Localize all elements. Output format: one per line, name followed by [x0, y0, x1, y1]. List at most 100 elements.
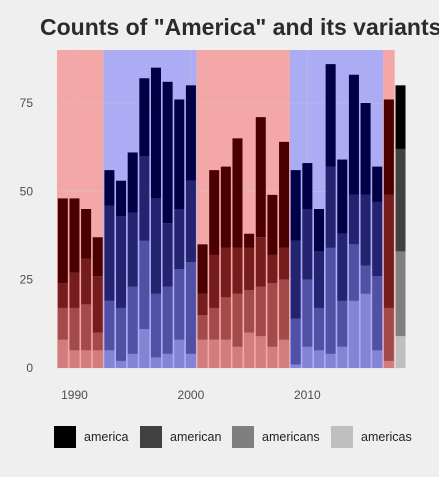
bar-segment-america: [69, 198, 80, 273]
bar-segment-americans: [127, 286, 138, 354]
bar-segment-american: [255, 237, 266, 287]
legend-item-americas: americas: [331, 426, 412, 448]
bar-segment-american: [325, 166, 336, 248]
bar-segment-americans: [348, 244, 359, 301]
bar-segment-americas: [313, 350, 325, 368]
bar-segment-americas: [127, 353, 138, 368]
bar-segment-americas: [69, 350, 80, 368]
bar-segment-american: [185, 180, 196, 262]
bar-segment-americans: [57, 307, 68, 340]
y-tick-label: 25: [20, 273, 34, 287]
bar-segment-america: [92, 237, 103, 277]
legend-swatch-america: [54, 426, 76, 448]
legend: america american americans americas: [0, 420, 439, 456]
bar-segment-american: [302, 209, 313, 280]
bar-segment-america: [174, 99, 185, 209]
y-tick-label: 50: [20, 184, 34, 198]
bar-segment-american: [372, 201, 383, 277]
bar-segment-americas: [197, 339, 208, 368]
bar-segment-americas: [220, 339, 231, 368]
bar-segment-american: [313, 251, 325, 308]
bar-segment-american: [69, 272, 80, 308]
bar-segment-americans: [372, 276, 383, 351]
bar-segment-americans: [81, 304, 92, 351]
bar-segment-america: [290, 170, 301, 241]
bar-segment-american: [383, 194, 394, 308]
bar-segment-america: [104, 170, 115, 206]
bar-segment-americas: [279, 339, 290, 368]
bar-segment-american: [92, 276, 103, 333]
bar-segment-american: [290, 240, 301, 319]
bar-segment-american: [220, 247, 231, 298]
bar-segment-america: [348, 74, 359, 195]
bar-segment-america: [150, 67, 161, 199]
bar-segment-american: [150, 198, 161, 294]
bar-segment-america: [220, 166, 231, 248]
bar-segment-americas: [360, 293, 371, 368]
bar-segment-american: [244, 247, 255, 291]
bar-segment-americans: [383, 307, 394, 361]
bar-segment-americas: [209, 339, 220, 368]
bar-segment-americas: [348, 300, 359, 368]
bar-segment-americas: [150, 357, 161, 368]
bar-segment-america: [116, 180, 127, 217]
bar-segment-americans: [395, 251, 406, 337]
bar-segment-americas: [92, 350, 103, 368]
bar-segment-americans: [197, 315, 208, 340]
bar-segment-americas: [162, 353, 173, 368]
bar-segment-american: [81, 258, 92, 305]
bar-segment-americas: [255, 336, 266, 368]
bar-segment-americas: [383, 360, 394, 368]
bar-segment-american: [162, 223, 173, 287]
bar-segment-america: [325, 64, 336, 167]
bar-segment-americas: [325, 353, 336, 368]
bar-segment-americas: [244, 332, 255, 368]
bar-segment-american: [104, 205, 115, 301]
bar-segment-america: [267, 194, 278, 255]
bar-segment-americas: [57, 339, 68, 368]
axis-labels: 0 25 50 75 1990 2000 2010: [20, 96, 321, 402]
x-tick-label: 2010: [294, 388, 321, 402]
y-tick-label: 75: [20, 96, 34, 110]
bar-segment-americas: [302, 346, 313, 368]
bar-segment-america: [127, 152, 138, 213]
bar-segment-america: [372, 166, 383, 202]
legend-label-american: american: [170, 430, 222, 444]
bar-segment-american: [116, 216, 127, 308]
bar-segment-americans: [267, 283, 278, 347]
bar-segment-america: [313, 209, 325, 252]
bar-segment-american: [348, 194, 359, 245]
legend-item-american: american: [140, 426, 221, 448]
legend-item-america: america: [54, 426, 128, 448]
bar-segment-america: [162, 81, 173, 224]
bar-segment-americans: [162, 286, 173, 354]
chart-title: Counts of "America" and its variants: [40, 14, 439, 40]
y-tick-label: 0: [26, 361, 33, 375]
bar-segment-america: [360, 103, 371, 195]
bar-segment-american: [197, 293, 208, 315]
bar-segment-america: [197, 244, 208, 294]
bar-segment-americans: [174, 269, 185, 340]
bar-segment-americans: [104, 300, 115, 351]
bar-segment-americans: [92, 332, 103, 351]
bar-segment-americans: [337, 300, 348, 347]
bar-segment-america: [57, 198, 68, 284]
bar-segment-americans: [255, 286, 266, 337]
bar-segment-americans: [209, 307, 220, 340]
bar-segment-america: [185, 85, 196, 181]
bar-segment-america: [279, 141, 290, 248]
bar-segment-americas: [139, 329, 150, 368]
bar-segment-americans: [139, 240, 150, 330]
bar-segment-america: [81, 209, 92, 259]
bar-segment-american: [395, 148, 406, 252]
bar-segment-america: [244, 233, 255, 248]
bar-segment-americas: [290, 364, 301, 368]
legend-swatch-american: [140, 426, 162, 448]
bar-segment-american: [337, 233, 348, 301]
bar-segment-americas: [395, 336, 406, 368]
bar-segment-america: [383, 99, 394, 195]
legend-swatch-americas: [331, 426, 353, 448]
bar-segment-america: [232, 138, 243, 248]
legend-label-americans: americans: [262, 430, 320, 444]
bar-segment-american: [267, 254, 278, 284]
